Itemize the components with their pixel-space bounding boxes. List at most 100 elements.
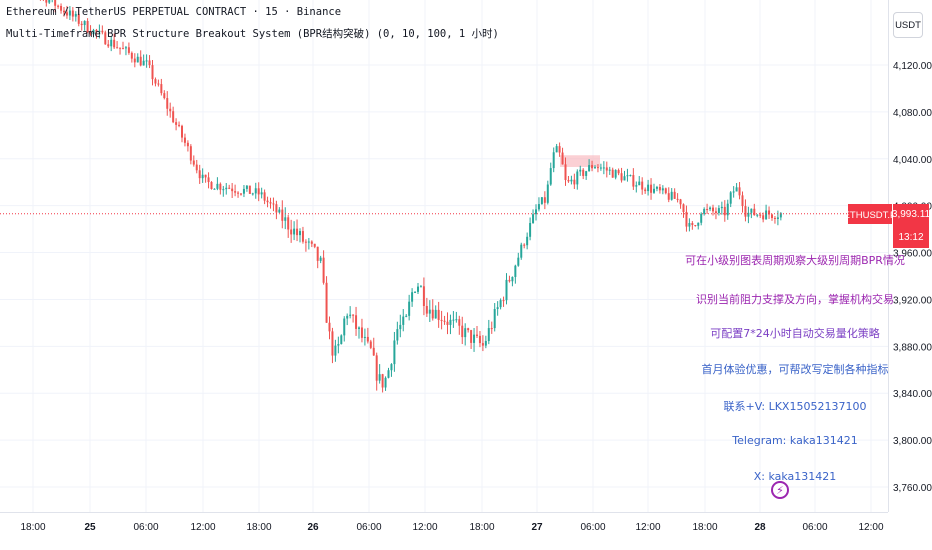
candle-body bbox=[496, 307, 499, 310]
indicator-title[interactable]: Multi-Timeframe BPR Structure Breakout S… bbox=[6, 28, 499, 40]
price-tick-label: 4,080.00 bbox=[893, 108, 932, 119]
candle-body bbox=[776, 217, 779, 219]
candle-body bbox=[744, 206, 747, 217]
candle-body bbox=[732, 191, 735, 193]
candle-body bbox=[240, 193, 242, 195]
symbol-tag-bg bbox=[848, 204, 892, 224]
candle-body bbox=[266, 200, 269, 203]
candle-body bbox=[54, 0, 57, 6]
candle-body bbox=[753, 208, 756, 216]
candle-body bbox=[260, 192, 263, 195]
candle-body bbox=[647, 184, 650, 192]
promo-line: 识别当前阻力支撑及方向，掌握机构交易 bbox=[696, 293, 894, 306]
candle-body bbox=[139, 56, 142, 66]
candle-body bbox=[122, 48, 124, 50]
candle-body bbox=[655, 186, 658, 189]
promo-line: Telegram: kaka131421 bbox=[732, 434, 858, 447]
candle-body bbox=[45, 0, 48, 3]
candle-body bbox=[189, 146, 192, 161]
candle-body bbox=[419, 286, 422, 288]
candle-body bbox=[296, 228, 299, 236]
candle-body bbox=[237, 192, 240, 194]
candle-body bbox=[473, 334, 476, 343]
candle-body bbox=[228, 187, 231, 189]
candle-body bbox=[275, 204, 278, 213]
candle-body bbox=[676, 198, 679, 200]
candle-body bbox=[219, 183, 222, 190]
candle-body bbox=[160, 84, 163, 94]
time-tick-label: 12:00 bbox=[858, 522, 883, 533]
time-tick-label: 18:00 bbox=[246, 522, 271, 533]
candle-body bbox=[564, 164, 567, 180]
candle-body bbox=[594, 167, 596, 169]
candle-body bbox=[393, 340, 396, 365]
candle-body bbox=[107, 44, 110, 47]
candle-body bbox=[186, 142, 189, 147]
promo-line: X: kaka131421 bbox=[753, 470, 837, 483]
candle-body bbox=[688, 223, 691, 227]
lightning-icon[interactable]: ⚡ bbox=[771, 481, 789, 499]
candle-body bbox=[390, 364, 393, 371]
candle-body bbox=[183, 137, 186, 143]
candle-body bbox=[661, 188, 664, 191]
price-tick-label: 3,880.00 bbox=[893, 342, 932, 353]
currency-button[interactable]: USDT bbox=[893, 12, 923, 38]
candle-body bbox=[611, 169, 614, 178]
candle-body bbox=[638, 181, 641, 186]
candle-body bbox=[360, 327, 363, 338]
candle-body bbox=[331, 331, 334, 356]
candle-body bbox=[694, 224, 697, 226]
candle-body bbox=[535, 209, 537, 215]
price-tick-label: 3,760.00 bbox=[893, 483, 932, 494]
candle-body bbox=[623, 176, 626, 181]
candle-body bbox=[523, 244, 526, 246]
candle-body bbox=[570, 179, 573, 182]
candle-body bbox=[340, 335, 343, 345]
candle-body bbox=[682, 204, 685, 212]
candle-body bbox=[537, 204, 540, 210]
candle-body bbox=[467, 328, 470, 331]
candle-body bbox=[201, 174, 204, 179]
candle-body bbox=[310, 241, 313, 244]
candle-body bbox=[768, 210, 771, 215]
candle-body bbox=[116, 47, 119, 49]
price-tick-label: 4,040.00 bbox=[893, 155, 932, 166]
candle-body bbox=[641, 181, 644, 190]
candle-body bbox=[124, 47, 127, 49]
candle-body bbox=[363, 336, 366, 338]
candle-body bbox=[175, 122, 178, 125]
candle-body bbox=[714, 211, 717, 214]
candle-body bbox=[60, 5, 63, 11]
candle-body bbox=[65, 12, 68, 16]
candle-body bbox=[372, 347, 375, 356]
candle-body bbox=[166, 98, 169, 109]
time-tick-label: 06:00 bbox=[802, 522, 827, 533]
candle-body bbox=[284, 217, 287, 221]
candle-body bbox=[148, 60, 151, 66]
candle-body bbox=[773, 217, 776, 219]
candle-body bbox=[127, 47, 130, 53]
candle-body bbox=[499, 300, 502, 308]
candle-body bbox=[765, 210, 768, 220]
candle-body bbox=[145, 60, 148, 62]
chart-grid bbox=[0, 0, 888, 512]
candle-body bbox=[231, 188, 234, 192]
candle-body bbox=[399, 324, 402, 330]
candle-body bbox=[269, 202, 272, 204]
candle-body bbox=[207, 177, 210, 183]
candle-body bbox=[440, 319, 443, 321]
candle-body bbox=[567, 179, 570, 182]
candle-body bbox=[337, 344, 340, 346]
candle-body bbox=[349, 314, 352, 316]
candle-body bbox=[172, 111, 175, 123]
price-tag-value: 3,993.11 bbox=[892, 209, 931, 220]
candle-body bbox=[428, 309, 431, 314]
candle-body bbox=[653, 188, 655, 193]
price-axis: 4,120.004,080.004,040.004,000.003,960.00… bbox=[888, 0, 932, 512]
candle-body bbox=[178, 124, 181, 126]
time-tick-label: 18:00 bbox=[20, 522, 45, 533]
promo-line: 可在小级别图表周期观察大级别周期BPR情况 bbox=[685, 254, 905, 267]
candle-body bbox=[529, 223, 532, 237]
candle-body bbox=[414, 291, 417, 293]
